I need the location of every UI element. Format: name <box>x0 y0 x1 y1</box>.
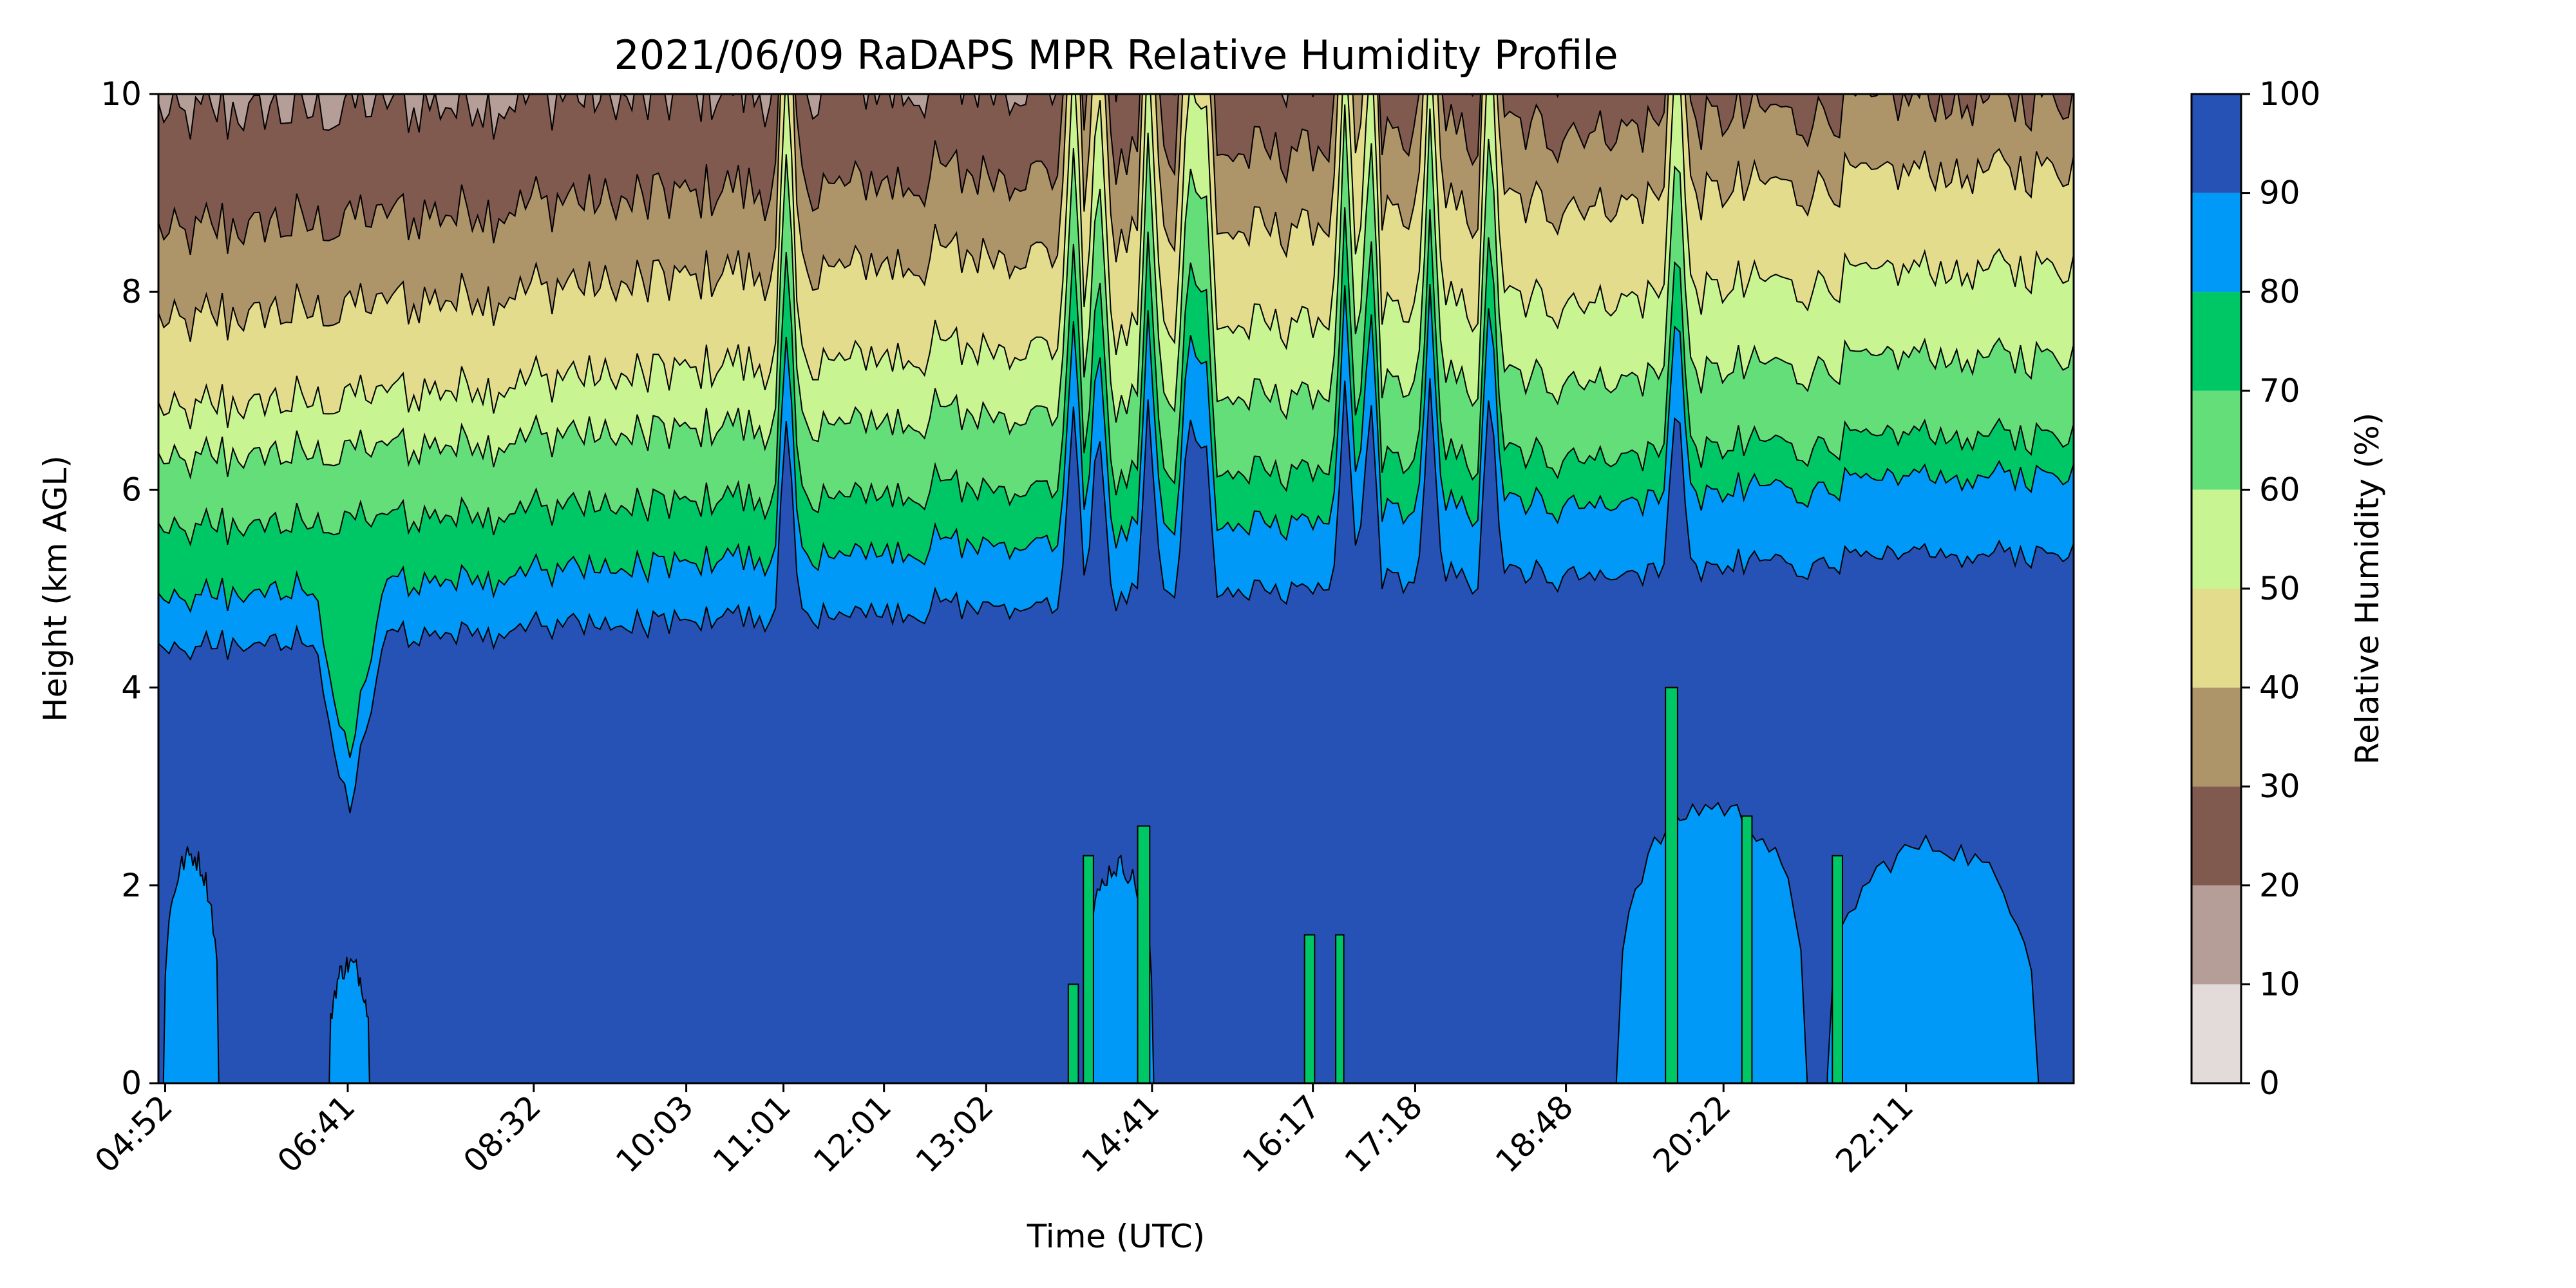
colorbar-tick-label: 60 <box>2259 471 2300 508</box>
y-tick-label: 0 <box>121 1065 142 1102</box>
x-axis-label: Time (UTC) <box>1027 1218 1205 1255</box>
y-tick-label: 8 <box>121 273 142 310</box>
x-tick-label: 10:03 <box>609 1088 701 1180</box>
x-tick-label: 11:01 <box>706 1088 798 1180</box>
x-tick-label: 22:11 <box>1828 1088 1920 1180</box>
chart-title: 2021/06/09 RaDAPS MPR Relative Humidity … <box>614 32 1618 79</box>
y-axis-label: Height (km AGL) <box>37 455 74 722</box>
x-tick-label: 16:17 <box>1235 1088 1327 1180</box>
colorbar-swatch <box>2192 885 2241 985</box>
colorbar-tick-label: 40 <box>2259 669 2300 706</box>
rh-band-below-20 <box>158 94 1559 140</box>
colorbar-swatch <box>2192 984 2241 1083</box>
y-tick-label: 2 <box>121 867 142 904</box>
rh-moist-column <box>1665 687 1678 1083</box>
colorbar-swatch <box>2192 390 2241 490</box>
x-tick-label: 13:02 <box>909 1088 1001 1180</box>
colorbar-tick-label: 90 <box>2259 175 2300 212</box>
rh-moist-column <box>1067 983 1079 1083</box>
colorbar-swatch <box>2192 687 2241 787</box>
colorbar-tick-label: 10 <box>2259 965 2300 1003</box>
y-tick-label: 6 <box>121 471 142 508</box>
x-tick-label: 06:41 <box>270 1088 363 1180</box>
y-tick-label: 4 <box>121 669 142 706</box>
rh-moist-column <box>1303 934 1316 1083</box>
rh-patch-80-90 <box>1615 802 1808 1083</box>
rh-moist-column <box>1741 815 1753 1083</box>
contour-field <box>158 94 2074 1083</box>
rh-band-below-30 <box>158 94 2073 256</box>
colorbar-label: Relative Humidity (%) <box>2349 413 2386 765</box>
rh-patch-80-90 <box>1826 834 2040 1083</box>
rh-moist-column <box>1137 825 1151 1083</box>
rh-moist-column <box>1335 934 1345 1083</box>
colorbar-tick-label: 70 <box>2259 372 2300 410</box>
x-tick-label: 12:01 <box>806 1088 898 1180</box>
x-tick-label: 08:32 <box>456 1088 548 1180</box>
colorbar-swatch <box>2192 489 2241 589</box>
x-tick-label: 14:41 <box>1074 1088 1166 1180</box>
x-axis: 04:52 06:41 08:32 10:03 11:01 12:01 13:02 14:41… <box>88 1083 1920 1180</box>
x-tick-label: 17:18 <box>1338 1088 1430 1180</box>
x-tick-label: 18:48 <box>1488 1088 1580 1180</box>
rh-patch-80-90 <box>328 956 370 1083</box>
colorbar-tick-label: 100 <box>2259 75 2320 113</box>
plot-frame <box>157 93 2075 1084</box>
colorbar: 0 10 20 30 40 50 60 70 80 90 100 <box>2190 75 2320 1102</box>
colorbar-swatch <box>2192 589 2241 688</box>
colorbar-tick-label: 0 <box>2259 1065 2280 1102</box>
colorbar-tick-label: 20 <box>2259 867 2300 904</box>
rh-moist-column <box>1832 855 1843 1083</box>
colorbar-tick-label: 80 <box>2259 273 2300 310</box>
rh-moist-column <box>1083 855 1094 1083</box>
colorbar-swatch <box>2192 786 2241 886</box>
colorbar-tick-label: 50 <box>2259 570 2300 607</box>
colorbar-swatch <box>2192 292 2241 391</box>
colorbar-swatch <box>2192 193 2241 292</box>
rh-patch-80-90 <box>162 846 220 1083</box>
y-tick-label: 10 <box>100 75 142 113</box>
colorbar-tick-label: 30 <box>2259 768 2300 805</box>
y-axis: 0 2 4 6 8 10 <box>100 75 158 1102</box>
colorbar-swatch <box>2192 94 2241 193</box>
x-tick-label: 20:22 <box>1646 1088 1738 1180</box>
